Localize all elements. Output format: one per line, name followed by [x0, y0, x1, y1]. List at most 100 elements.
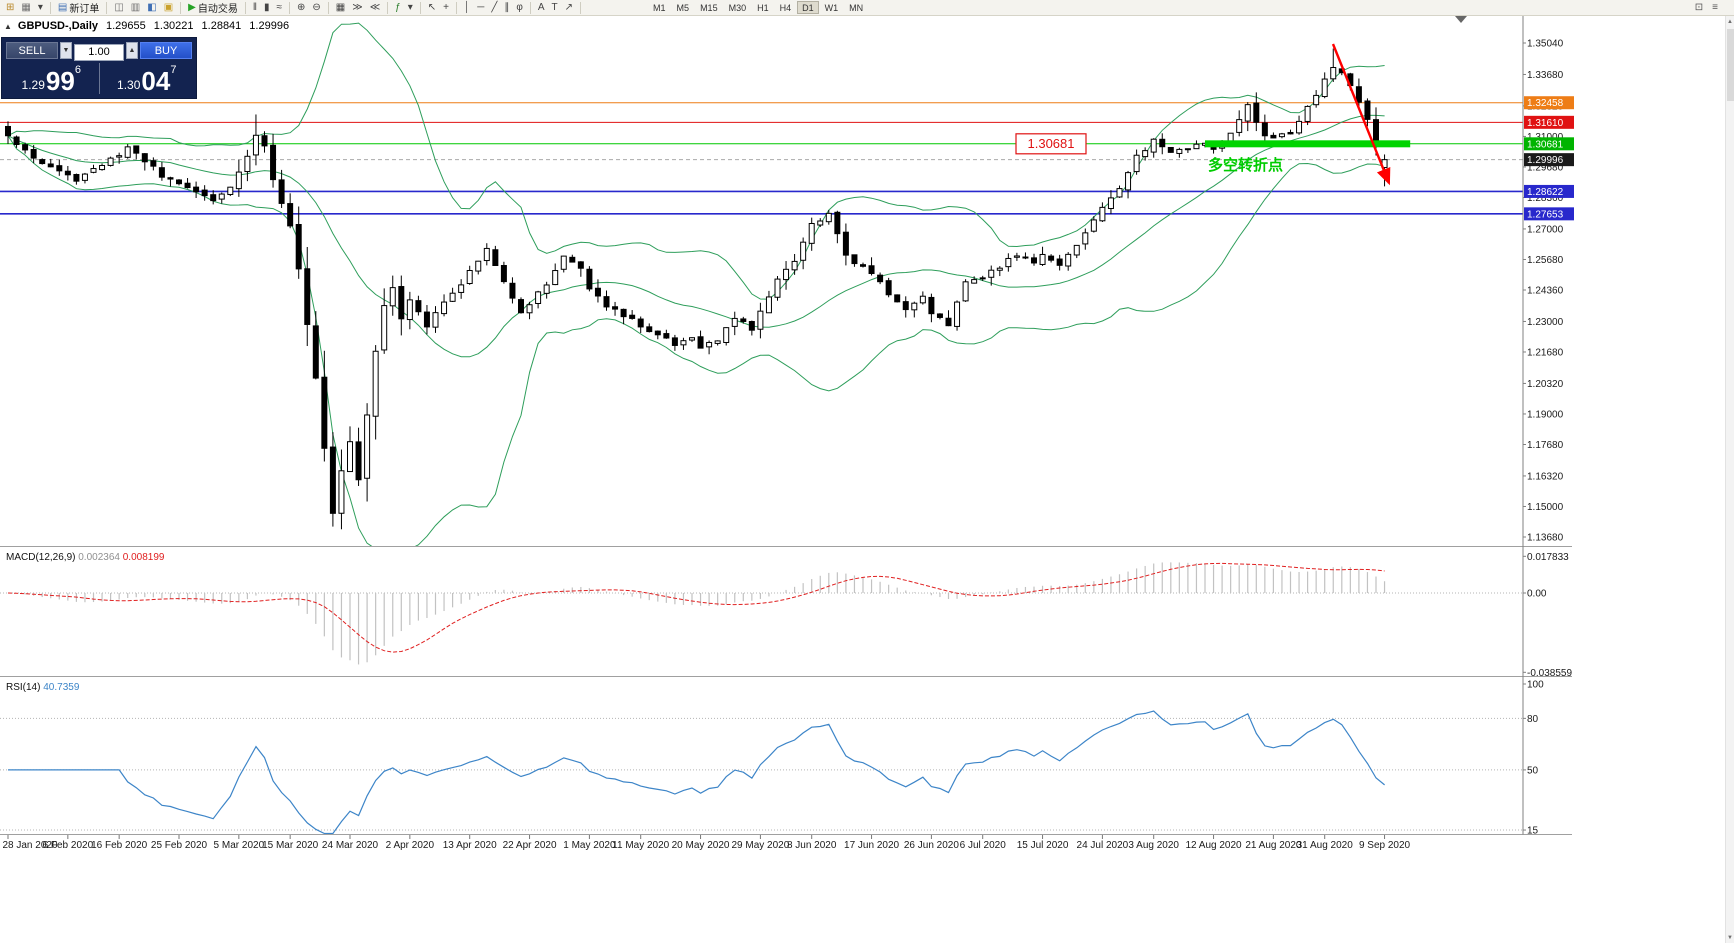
line-chart-icon: ≈	[276, 1, 283, 13]
zoom-out-button[interactable]: ⊖	[309, 1, 323, 15]
buy-price-big-figure: 1.30	[117, 78, 141, 92]
scroll-up-icon[interactable]: ▲	[1727, 18, 1733, 25]
trendline-icon: ╱	[491, 1, 498, 13]
timeframe-h1-button[interactable]: H1	[757, 2, 769, 13]
chart-shift-icon: ≪	[369, 1, 381, 13]
price-axis-tick: 1.27000	[1527, 224, 1564, 235]
date-axis-label: 15 Mar 2020	[262, 840, 319, 851]
svg-text:1.31610: 1.31610	[1527, 118, 1564, 129]
cursor-button[interactable]: ↖	[425, 1, 439, 15]
vertical-scrollbar[interactable]: ▲ ▼	[1725, 16, 1734, 943]
rsi-axis-tick: 80	[1527, 714, 1539, 725]
price-callout-box[interactable]	[1015, 133, 1087, 155]
toolbar-menu-button[interactable]: ≡	[1709, 1, 1721, 15]
autotrading-button[interactable]: ▶ 自动交易	[185, 1, 241, 16]
bar-chart-button[interactable]: ‖	[250, 1, 260, 15]
timeframe-mn-button[interactable]: MN	[849, 2, 864, 13]
price-axis-tick: 1.21680	[1527, 347, 1564, 358]
sell-button[interactable]: SELL	[6, 42, 58, 59]
sell-button-label: SELL	[18, 44, 46, 57]
buy-button-label: BUY	[154, 44, 178, 57]
date-axis-label: 6 Jul 2020	[960, 840, 1007, 851]
support-highlight-bar[interactable]	[1205, 140, 1411, 148]
line-chart-button[interactable]: ≈	[274, 1, 286, 15]
timeframe-d1-button[interactable]: D1	[797, 1, 819, 14]
vertical-line-icon: │	[464, 1, 471, 13]
zoom-in-button[interactable]: ⊕	[294, 1, 308, 15]
date-axis-label: 2 Apr 2020	[386, 840, 435, 851]
svg-text:1.28622: 1.28622	[1527, 187, 1564, 198]
sell-price[interactable]: 1.29 99 6	[6, 63, 97, 95]
price-axis-tick: 1.35040	[1527, 39, 1564, 50]
scrollbar-thumb[interactable]	[1726, 29, 1734, 101]
price-axis-tick: 1.20320	[1527, 379, 1564, 390]
auto-scroll-button[interactable]: ≫	[349, 1, 365, 15]
buy-price[interactable]: 1.30 04 7	[102, 63, 193, 95]
text-label-button[interactable]: T	[549, 1, 561, 15]
turning-point-annotation[interactable]: 多空转折点	[1208, 156, 1283, 174]
volume-up-button[interactable]: ▲	[126, 42, 138, 59]
date-axis-label: 16 Feb 2020	[91, 840, 148, 851]
price-axis-tick: 1.25680	[1527, 255, 1564, 266]
timeframe-m30-button[interactable]: M30	[728, 2, 747, 13]
price-axis-tick: 1.19000	[1527, 409, 1564, 420]
data-window-button[interactable]: ▥	[128, 1, 143, 15]
volume-input[interactable]	[74, 43, 124, 61]
toolbar-separator	[180, 1, 182, 14]
indicators-menu-button[interactable]: ▾	[405, 1, 416, 15]
trendline-button[interactable]: ╱	[488, 1, 500, 15]
draw-text-button[interactable]: A	[535, 1, 548, 15]
macd-axis-tick: 0.00	[1527, 589, 1547, 600]
timeframe-m15-button[interactable]: M15	[700, 2, 718, 13]
profiles-button[interactable]: ▦	[18, 1, 33, 15]
volume-down-button[interactable]: ▼	[60, 42, 72, 59]
bar-chart-icon: ‖	[252, 1, 257, 13]
chart-shift-button[interactable]: ≪	[367, 1, 383, 15]
price-axis-tick: 1.23000	[1527, 317, 1564, 328]
toolbar-right-buttons: ⊡ ≡	[1692, 1, 1731, 15]
tile-windows-button[interactable]: ▦	[333, 1, 348, 15]
buy-button[interactable]: BUY	[140, 42, 192, 59]
date-axis-label: 8 Jun 2020	[787, 840, 837, 851]
price-axis-tick: 1.13680	[1527, 533, 1564, 544]
toolbar-separator	[49, 1, 51, 14]
fibonacci-retracement-button[interactable]: φ	[513, 1, 525, 15]
downtrend-arrow[interactable]	[1331, 43, 1391, 186]
timeframe-m1-button[interactable]: M1	[653, 2, 666, 13]
indicators-button[interactable]: ƒ	[392, 1, 404, 15]
profiles-menu-icon: ▾	[37, 1, 43, 13]
price-axis-tick: 1.15000	[1527, 502, 1564, 513]
chart-shift-marker-icon[interactable]	[1455, 16, 1467, 23]
market-watch-button[interactable]: ◫	[111, 1, 126, 15]
date-axis-label: 5 Mar 2020	[214, 840, 265, 851]
indicators-icon: ƒ	[395, 1, 401, 13]
crosshair-button[interactable]: +	[440, 1, 452, 15]
new-order-button[interactable]: ▤ 新订单	[55, 1, 102, 16]
date-axis-label: 12 Aug 2020	[1185, 840, 1242, 851]
vertical-line-button[interactable]: │	[461, 1, 473, 15]
candlestick-chart-button[interactable]: ▮	[261, 1, 273, 15]
timeframe-h4-button[interactable]: H4	[779, 2, 792, 13]
timeframe-w1-button[interactable]: W1	[824, 2, 839, 13]
toolbar-separator	[244, 1, 246, 14]
new-chart-button[interactable]: ⊞	[3, 1, 17, 15]
navigator-button[interactable]: ◧	[144, 1, 159, 15]
price-tag-1.32458	[1524, 96, 1574, 110]
arrows-tool-button[interactable]: ↗	[562, 1, 576, 15]
sell-price-big-figure: 1.29	[21, 78, 45, 92]
horizontal-line-button[interactable]: ─	[474, 1, 487, 15]
toolbar-separator	[387, 1, 389, 14]
one-click-collapse-icon[interactable]: ▲	[4, 21, 12, 31]
terminal-button[interactable]: ▣	[161, 1, 176, 15]
toolbar-separator	[529, 1, 531, 14]
price-divider	[98, 63, 100, 94]
date-axis-label: 9 Sep 2020	[1359, 840, 1411, 851]
profiles-menu-button[interactable]: ▾	[35, 1, 46, 15]
scroll-down-icon[interactable]: ▼	[1727, 934, 1733, 941]
date-axis-label: 21 Aug 2020	[1245, 840, 1302, 851]
equidistant-channel-button[interactable]: ∥	[501, 1, 512, 15]
timeframe-m5-button[interactable]: M5	[676, 2, 690, 13]
window-tile-button[interactable]: ⊡	[1692, 1, 1706, 15]
toolbar-separator	[106, 1, 108, 14]
